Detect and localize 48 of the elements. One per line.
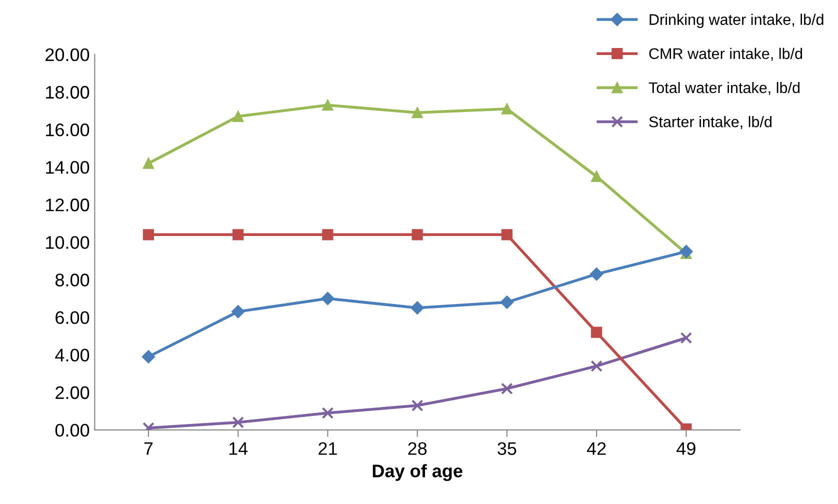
y-tick-label: 20.00 bbox=[46, 48, 90, 62]
y-tick-label: 2.00 bbox=[56, 386, 90, 400]
point bbox=[321, 292, 334, 306]
x-tick-label: 21 bbox=[318, 442, 337, 455]
y-tick-label: 4.00 bbox=[55, 348, 90, 362]
legend-label: Drinking water intake, lb/d bbox=[650, 14, 824, 28]
point bbox=[412, 229, 423, 240]
y-tick-label: 0.00 bbox=[55, 424, 90, 437]
point bbox=[231, 305, 245, 318]
point bbox=[591, 326, 602, 338]
x-tick-label: 7 bbox=[144, 442, 153, 455]
point bbox=[412, 107, 423, 118]
point bbox=[411, 400, 424, 412]
point bbox=[501, 229, 512, 240]
legend-label: Total water intake, lb/d bbox=[648, 82, 800, 95]
x-tick-label: 28 bbox=[408, 442, 427, 455]
point bbox=[232, 229, 244, 240]
point bbox=[501, 103, 512, 114]
point bbox=[680, 244, 693, 258]
legend-label: Starter intake, lb/d bbox=[649, 116, 772, 130]
point bbox=[232, 110, 244, 122]
point bbox=[590, 360, 602, 372]
point bbox=[591, 170, 602, 182]
y-tick-label: 12.00 bbox=[46, 198, 90, 212]
point bbox=[680, 332, 692, 344]
y-tick-label: 6.00 bbox=[56, 311, 90, 324]
point bbox=[142, 158, 154, 169]
point bbox=[322, 100, 334, 111]
x-tick-label: 35 bbox=[498, 442, 516, 455]
x-tick-label: 49 bbox=[676, 442, 696, 455]
y-tick-label: 16.00 bbox=[46, 123, 90, 136]
y-tick-label: 14.00 bbox=[46, 161, 90, 174]
x-axis-title: Day of age bbox=[372, 464, 462, 482]
point bbox=[322, 229, 334, 240]
y-tick-label: 8.00 bbox=[55, 274, 90, 286]
point bbox=[410, 301, 424, 314]
point bbox=[322, 407, 334, 419]
point bbox=[501, 382, 513, 395]
y-tick-label: 10.00 bbox=[46, 236, 90, 249]
x-tick-label: 42 bbox=[586, 442, 606, 455]
legend-label: CMR water intake, lb/d bbox=[649, 48, 802, 61]
x-tick-label: 14 bbox=[229, 442, 248, 455]
point bbox=[500, 296, 514, 309]
point bbox=[232, 416, 244, 428]
point bbox=[142, 350, 156, 364]
y-tick-label: 18.00 bbox=[46, 86, 90, 99]
point bbox=[142, 229, 154, 240]
point bbox=[590, 268, 604, 281]
